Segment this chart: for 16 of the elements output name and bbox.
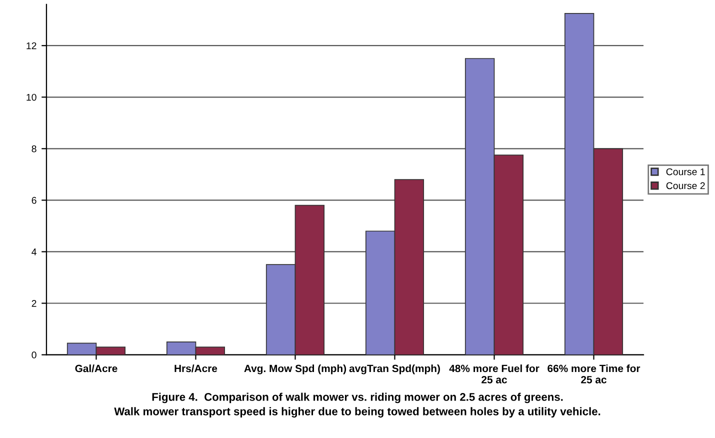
legend-label: Course 1 bbox=[666, 168, 705, 176]
y-tick-label: 8 bbox=[32, 145, 36, 152]
legend-label: Course 2 bbox=[666, 182, 705, 190]
y-tick-label: 6 bbox=[32, 196, 36, 204]
x-tick-label: 66% more Time for 25 ac bbox=[548, 364, 640, 384]
x-tick-label: Gal/Acre bbox=[75, 364, 118, 372]
y-tick-label: 10 bbox=[26, 94, 36, 101]
y-tick-label: 0 bbox=[32, 352, 36, 358]
x-tick-label: avgTran Spd(mph) bbox=[349, 364, 440, 374]
y-tick-label: 12 bbox=[26, 42, 36, 50]
x-tick-label: Hrs/Acre bbox=[174, 364, 218, 372]
y-tick-label: 4 bbox=[32, 248, 36, 256]
x-tick-label: Avg. Mow Spd (mph) bbox=[244, 364, 346, 374]
x-tick-label: 48% more Fuel for 25 ac bbox=[449, 364, 540, 384]
y-tick-label: 2 bbox=[32, 300, 36, 307]
caption: Figure 4. Comparison of walk mower vs. riding mower on 2.5 acres of greens. Walk mower transport speed is higher due to being towed between holes by a utility vehicle. bbox=[114, 392, 600, 418]
